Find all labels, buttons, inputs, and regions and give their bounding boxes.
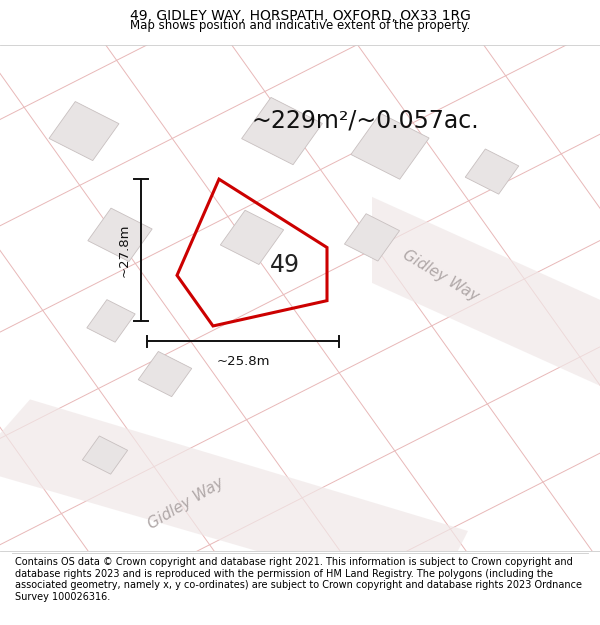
Polygon shape	[344, 214, 400, 261]
Text: 49, GIDLEY WAY, HORSPATH, OXFORD, OX33 1RG: 49, GIDLEY WAY, HORSPATH, OXFORD, OX33 1…	[130, 9, 470, 23]
Text: 49: 49	[270, 253, 300, 278]
Polygon shape	[82, 436, 128, 474]
Text: ~25.8m: ~25.8m	[216, 356, 270, 368]
Polygon shape	[242, 98, 322, 165]
Polygon shape	[220, 210, 284, 264]
Text: ~229m²/~0.057ac.: ~229m²/~0.057ac.	[252, 108, 479, 132]
Polygon shape	[49, 101, 119, 161]
Text: Map shows position and indicative extent of the property.: Map shows position and indicative extent…	[130, 19, 470, 32]
Polygon shape	[372, 197, 600, 399]
Polygon shape	[465, 149, 519, 194]
Text: ~27.8m: ~27.8m	[117, 223, 130, 277]
Polygon shape	[0, 399, 468, 602]
Polygon shape	[351, 113, 429, 179]
Polygon shape	[138, 351, 192, 397]
Polygon shape	[87, 299, 135, 342]
Text: Gidley Way: Gidley Way	[145, 474, 227, 532]
Text: Contains OS data © Crown copyright and database right 2021. This information is : Contains OS data © Crown copyright and d…	[15, 557, 582, 602]
Text: Gidley Way: Gidley Way	[400, 247, 482, 304]
Polygon shape	[88, 208, 152, 261]
